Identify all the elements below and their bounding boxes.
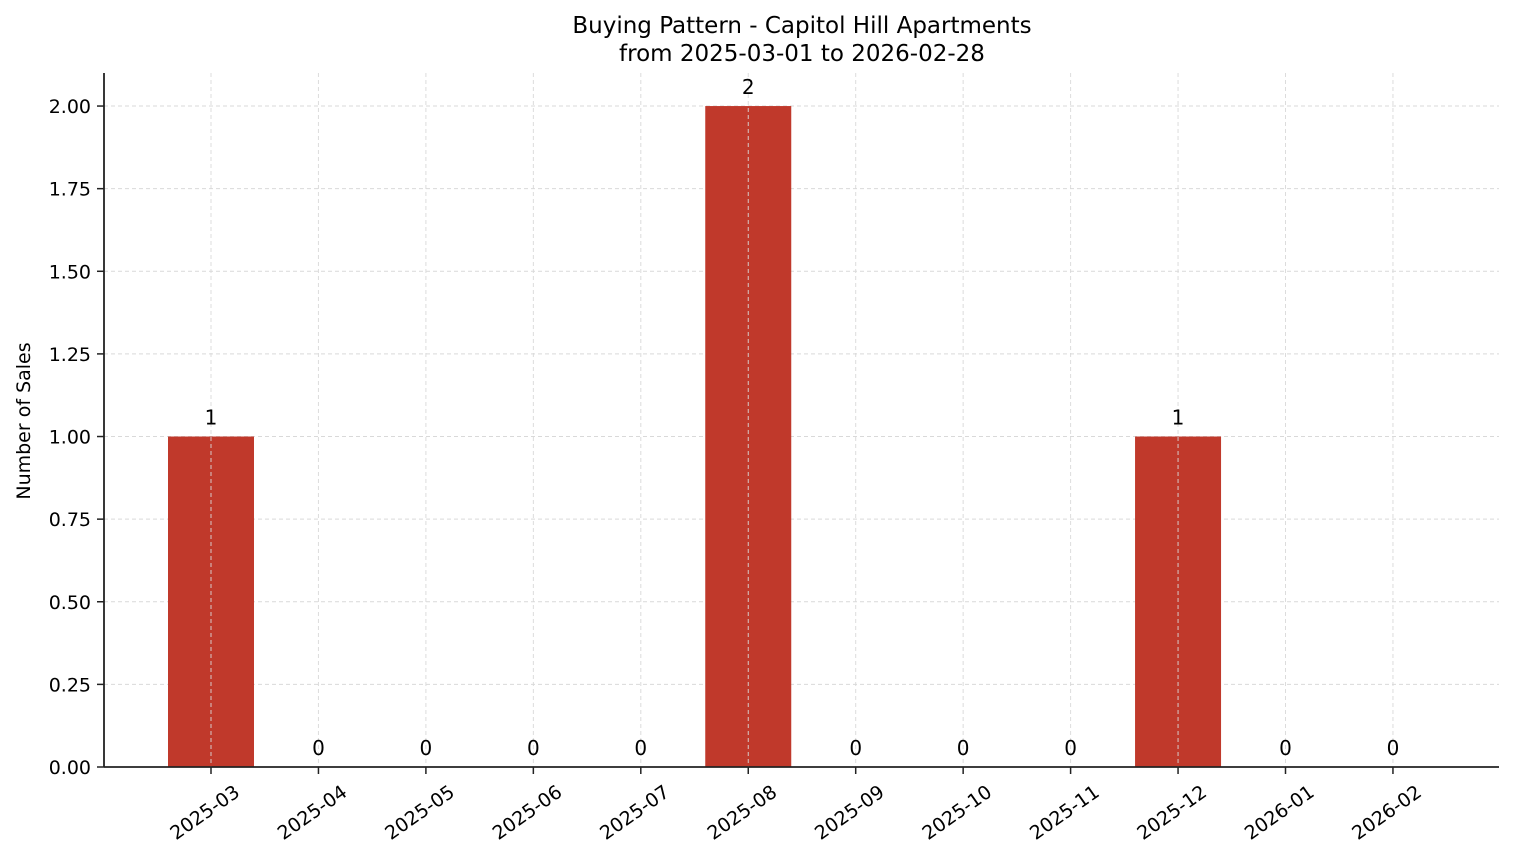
- bar-value-label: 0: [1279, 736, 1292, 760]
- bar-value-label: 0: [849, 736, 862, 760]
- bar-value-label: 0: [527, 736, 540, 760]
- x-tick-label: 2025-12: [1133, 781, 1211, 845]
- bar-2025-08: [705, 106, 792, 768]
- x-tick-label: 2025-03: [166, 781, 244, 845]
- x-tick-label: 2025-11: [1026, 781, 1104, 845]
- y-tick-label: 1.00: [49, 427, 91, 449]
- bars: [168, 73, 1394, 768]
- x-tick-label: 2026-01: [1241, 781, 1319, 845]
- y-tick-label: 1.75: [49, 179, 91, 201]
- y-tick-label: 1.25: [49, 344, 91, 366]
- x-tick-label: 2026-02: [1348, 781, 1426, 845]
- bar-value-label: 0: [1387, 736, 1400, 760]
- bar-value-label: 0: [634, 736, 647, 760]
- x-tick-label: 2025-08: [703, 781, 781, 845]
- bar-value-label: 1: [1172, 406, 1185, 430]
- x-tick-label: 2025-06: [489, 781, 567, 845]
- grid-lines: [104, 105, 1499, 768]
- x-tick-label: 2025-10: [918, 781, 996, 845]
- bar-value-label: 0: [1064, 736, 1077, 760]
- axes: [97, 73, 1499, 774]
- y-tick-label: 0.00: [49, 757, 91, 779]
- y-tick-label: 0.50: [49, 592, 91, 614]
- x-tick-label: 2025-05: [381, 781, 459, 845]
- y-tick-label: 1.50: [49, 261, 91, 283]
- x-tick-label: 2025-04: [274, 781, 352, 845]
- bar-value-label: 0: [957, 736, 970, 760]
- y-tick-label: 0.25: [49, 674, 91, 696]
- bar-value-label: 0: [420, 736, 433, 760]
- bar-value-label: 2: [742, 75, 755, 99]
- y-tick-label: 2.00: [49, 96, 91, 118]
- x-tick-label: 2025-07: [596, 781, 674, 845]
- y-axis-label: Number of Sales: [13, 342, 35, 499]
- bar-value-label: 1: [205, 406, 218, 430]
- chart-subtitle: from 2025-03-01 to 2026-02-28: [619, 41, 985, 67]
- x-tick-label: 2025-09: [811, 781, 889, 845]
- y-tick-label: 0.75: [49, 509, 91, 531]
- bar-value-label: 0: [312, 736, 325, 760]
- chart-title: Buying Pattern - Capitol Hill Apartments: [572, 13, 1031, 39]
